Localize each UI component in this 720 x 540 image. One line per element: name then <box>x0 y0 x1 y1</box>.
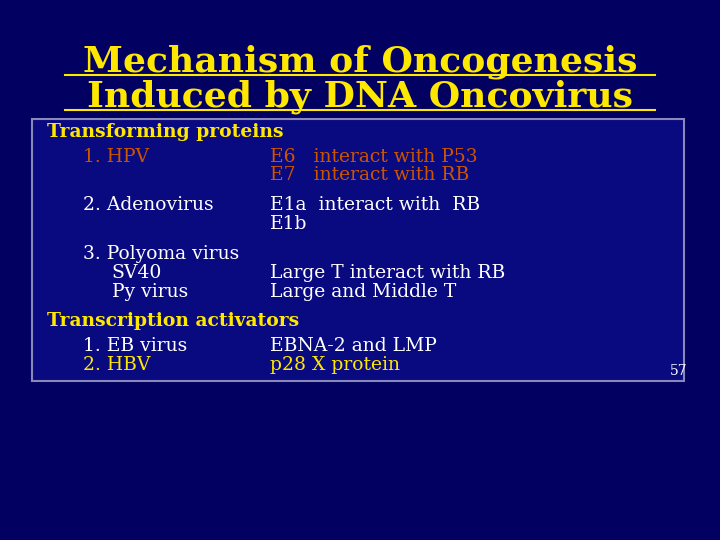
Text: EBNA-2 and LMP: EBNA-2 and LMP <box>270 336 437 355</box>
Text: Mechanism of Oncogenesis: Mechanism of Oncogenesis <box>83 45 637 79</box>
Text: Py virus: Py virus <box>112 282 188 301</box>
Text: E1a  interact with  RB: E1a interact with RB <box>270 196 480 214</box>
Text: 2. HBV: 2. HBV <box>83 355 150 374</box>
Text: Large and Middle T: Large and Middle T <box>270 282 456 301</box>
Text: Transforming proteins: Transforming proteins <box>47 123 283 141</box>
Text: E1b: E1b <box>270 215 307 233</box>
Text: 3. Polyoma virus: 3. Polyoma virus <box>83 245 239 263</box>
Text: 1. HPV: 1. HPV <box>83 147 149 166</box>
Text: 1. EB virus: 1. EB virus <box>83 336 187 355</box>
Text: 57: 57 <box>670 364 688 378</box>
Text: SV40: SV40 <box>112 264 162 282</box>
Text: E6   interact with P53: E6 interact with P53 <box>270 147 477 166</box>
Text: 2. Adenovirus: 2. Adenovirus <box>83 196 213 214</box>
Text: Induced by DNA Oncovirus: Induced by DNA Oncovirus <box>87 80 633 114</box>
Text: p28 X protein: p28 X protein <box>270 355 400 374</box>
Text: Large T interact with RB: Large T interact with RB <box>270 264 505 282</box>
Text: E7   interact with RB: E7 interact with RB <box>270 166 469 185</box>
FancyBboxPatch shape <box>32 119 684 381</box>
Text: Transcription activators: Transcription activators <box>47 312 299 330</box>
